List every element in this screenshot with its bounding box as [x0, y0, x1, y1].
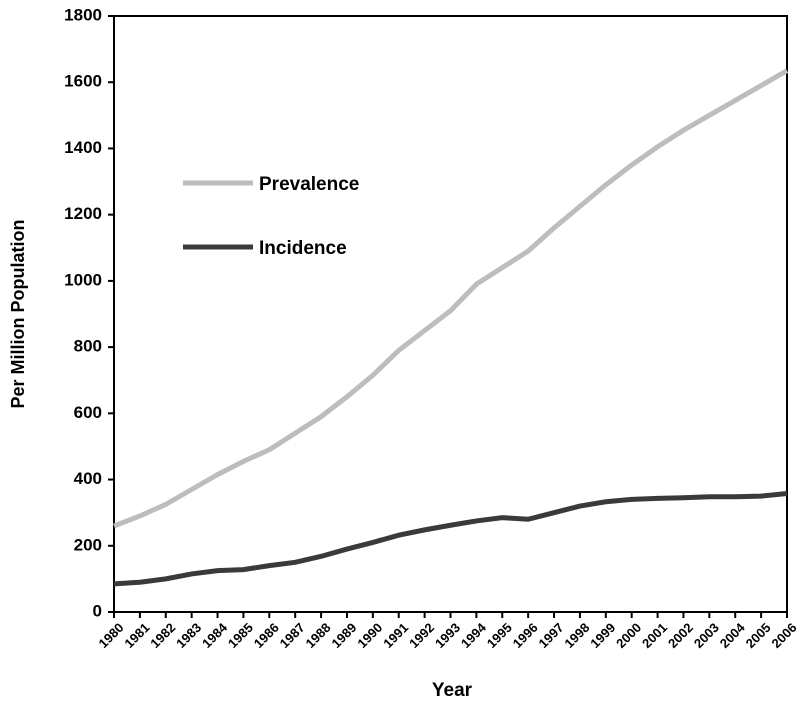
y-tick-label: 1000 — [64, 270, 102, 289]
x-tick-label: 1989 — [328, 620, 359, 651]
x-tick-label: 1997 — [536, 620, 567, 651]
x-tick-label: 1999 — [587, 620, 618, 651]
legend-label: Incidence — [259, 238, 347, 259]
plot-frame — [113, 15, 788, 613]
x-tick-label: 2000 — [613, 620, 644, 651]
y-tick-label: 1800 — [64, 5, 102, 24]
x-tick-label: 1987 — [277, 620, 308, 651]
x-tick-label: 1983 — [173, 620, 204, 651]
x-tick-label: 1985 — [225, 620, 256, 651]
x-tick-label: 2001 — [639, 620, 670, 651]
y-axis-label: Per Million Population — [8, 220, 28, 409]
x-tick-label: 1996 — [510, 620, 541, 651]
x-tick-label: 2004 — [717, 619, 749, 651]
y-tick-label: 1400 — [64, 138, 102, 157]
x-tick-label: 1998 — [561, 620, 592, 651]
x-tick-label: 1992 — [406, 620, 437, 651]
y-tick-label: 1600 — [64, 72, 102, 91]
y-tick-label: 400 — [74, 469, 102, 488]
x-tick-label: 2005 — [743, 620, 774, 651]
x-tick-label: 1981 — [121, 620, 152, 651]
x-tick-label: 1984 — [199, 619, 231, 651]
y-tick-label: 1200 — [64, 204, 102, 223]
series-line — [113, 68, 789, 529]
x-axis-label: Year — [432, 680, 473, 701]
x-tick-label: 2002 — [665, 620, 696, 651]
y-tick-label: 200 — [74, 535, 102, 554]
y-tick-label: 0 — [93, 601, 102, 620]
x-tick-label: 1995 — [484, 620, 515, 651]
x-tick-label: 2003 — [691, 620, 722, 651]
series-line — [113, 490, 788, 587]
x-tick-label: 2006 — [768, 620, 799, 651]
legend-label: Prevalence — [259, 174, 359, 195]
x-tick-label: 1988 — [303, 620, 334, 651]
x-tick-label: 1980 — [95, 620, 126, 651]
y-tick-label: 600 — [74, 403, 102, 422]
x-tick-label: 1991 — [380, 620, 411, 651]
x-tick-label: 1982 — [147, 620, 178, 651]
x-tick-label: 1994 — [458, 619, 490, 651]
x-tick-label: 1990 — [354, 620, 385, 651]
y-tick-label: 800 — [74, 337, 102, 356]
x-tick-label: 1993 — [432, 620, 463, 651]
x-tick-label: 1986 — [251, 620, 282, 651]
